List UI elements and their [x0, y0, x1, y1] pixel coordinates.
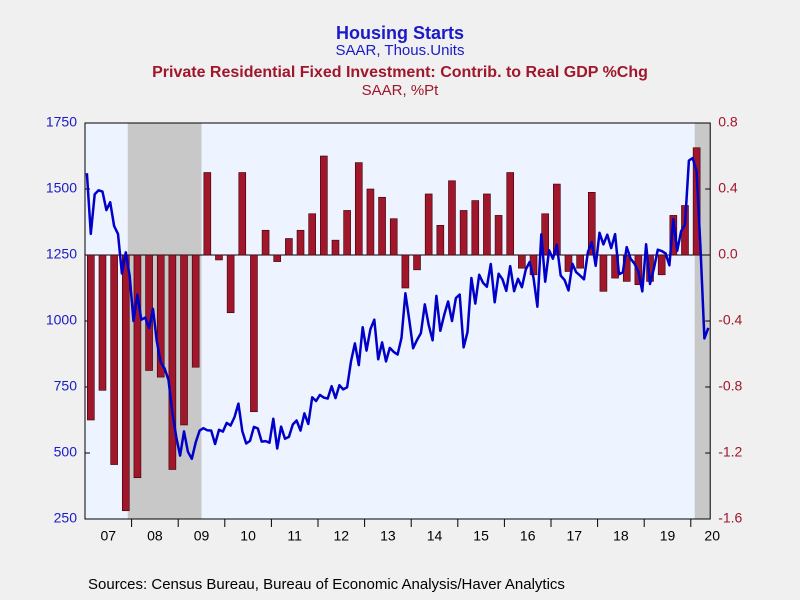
bar	[331, 239, 340, 256]
bar	[389, 218, 398, 256]
x-tick-label: 13	[380, 528, 396, 544]
x-tick-label: 17	[567, 528, 583, 544]
bar	[366, 188, 375, 256]
chart-subtitle: Private Residential Fixed Investment: Co…	[152, 64, 648, 81]
x-tick-label: 16	[520, 528, 536, 544]
bar	[553, 183, 561, 256]
bar	[215, 254, 223, 261]
bar	[587, 192, 596, 256]
bar	[494, 215, 503, 256]
bar	[308, 213, 316, 256]
y-tick-label: 1500	[46, 180, 77, 196]
x-tick-label: 15	[473, 528, 489, 544]
y2-tick-label: -0.4	[718, 312, 742, 328]
bar	[576, 254, 584, 269]
bar	[98, 254, 107, 391]
bar	[354, 162, 363, 256]
bar	[436, 225, 445, 256]
y-tick-label: 1750	[46, 114, 77, 130]
line-series	[85, 156, 710, 461]
bar	[413, 254, 421, 271]
left-units: SAAR, Thous.Units	[336, 42, 465, 59]
y-tick-label: 1000	[46, 312, 77, 328]
bar	[448, 180, 456, 256]
bar	[87, 254, 95, 421]
bar	[657, 254, 666, 276]
x-tick-label: 14	[427, 528, 443, 544]
y2-tick-label: 0.4	[718, 180, 738, 196]
bar	[250, 254, 258, 413]
x-tick-label: 12	[334, 528, 350, 544]
y-tick-label: 750	[54, 378, 78, 394]
bar	[156, 254, 165, 378]
x-tick-label: 08	[147, 528, 163, 544]
bar	[471, 200, 480, 256]
bar	[518, 254, 526, 269]
bar	[133, 254, 142, 479]
bar	[343, 210, 351, 256]
bar	[261, 229, 270, 256]
y-tick-label: 500	[54, 444, 78, 460]
bar	[401, 254, 410, 289]
y-tick-label: 250	[54, 510, 78, 526]
x-tick-label: 07	[101, 528, 117, 544]
right-units: SAAR, %Pt	[362, 82, 440, 99]
source-note: Sources: Census Bureau, Bureau of Econom…	[88, 576, 565, 593]
bar	[378, 196, 386, 256]
bar	[692, 147, 701, 256]
y2-tick-label: 0.8	[718, 114, 738, 130]
y2-tick-label: -1.6	[718, 510, 742, 526]
y2-tick-label: -0.8	[718, 378, 742, 394]
x-tick-label: 20	[704, 528, 720, 544]
bar	[459, 210, 468, 256]
plot-frame	[84, 122, 711, 520]
bar	[506, 172, 515, 256]
bar	[296, 229, 305, 256]
bar	[320, 155, 328, 256]
bar	[191, 254, 200, 368]
x-tick-label: 10	[240, 528, 256, 544]
x-tick-label: 11	[287, 528, 302, 544]
bar	[226, 254, 235, 314]
x-tick-label: 19	[660, 528, 676, 544]
bar	[424, 193, 433, 256]
y-tick-label: 1250	[46, 246, 77, 262]
bar	[483, 193, 491, 256]
bar	[203, 172, 212, 256]
x-tick-label: 09	[194, 528, 210, 544]
bar	[273, 254, 282, 262]
bar	[285, 238, 293, 256]
chart-title: Housing Starts	[336, 23, 464, 43]
x-tick-label: 18	[613, 528, 629, 544]
bar	[180, 254, 188, 426]
bar	[110, 254, 118, 465]
bar	[121, 254, 130, 512]
y2-tick-label: 0.0	[718, 246, 738, 262]
bar	[238, 172, 247, 256]
y2-tick-label: -1.2	[718, 444, 742, 460]
bar	[669, 215, 678, 256]
bar	[599, 254, 608, 292]
bar	[168, 254, 177, 470]
